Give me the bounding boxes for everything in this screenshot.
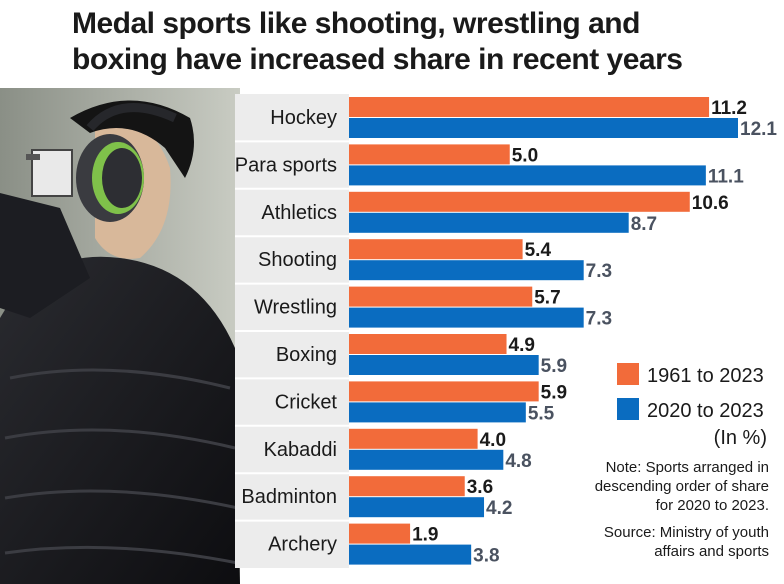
- category-label: Kabaddi: [264, 439, 337, 461]
- bar-2020-2023: [349, 449, 504, 470]
- category-label: Boxing: [276, 344, 337, 366]
- legend-label-1961-2023: 1961 to 2023: [647, 365, 764, 387]
- value-label-2020-2023: 5.5: [528, 403, 555, 424]
- bar-2020-2023: [349, 497, 485, 518]
- bar-2020-2023: [349, 118, 738, 138]
- value-label-2020-2023: 11.1: [708, 166, 744, 187]
- chart-title: Medal sports like shooting, wrestling an…: [72, 6, 772, 78]
- chart-title-line-2: boxing have increased share in recent ye…: [72, 43, 683, 76]
- note-text: Note: Sports arranged in descending orde…: [594, 459, 769, 514]
- value-label-2020-2023: 4.2: [486, 498, 512, 519]
- athlete-photo: [0, 88, 240, 584]
- value-label-1961-2023: 11.2: [711, 98, 747, 119]
- bar-2020-2023: [349, 212, 629, 233]
- value-label-1961-2023: 10.6: [692, 193, 729, 214]
- bar-2020-2023: [349, 355, 539, 375]
- category-label: Hockey: [270, 107, 337, 129]
- bar-1961-2023: [349, 239, 523, 260]
- value-label-1961-2023: 1.9: [412, 525, 438, 546]
- bar-1961-2023: [349, 286, 533, 307]
- value-label-2020-2023: 7.3: [586, 261, 612, 282]
- value-label-2020-2023: 5.9: [541, 356, 567, 377]
- category-label: Badminton: [241, 486, 337, 508]
- bar-2020-2023: [349, 307, 584, 328]
- bar-1961-2023: [349, 144, 510, 165]
- value-label-1961-2023: 5.4: [525, 240, 552, 261]
- unit-label: (In %): [714, 427, 767, 449]
- bar-2020-2023: [349, 165, 706, 186]
- value-label-2020-2023: 7.3: [586, 309, 612, 330]
- source-text: Source: Ministry of youth affairs and sp…: [603, 524, 769, 560]
- bar-1961-2023: [349, 523, 411, 544]
- bar-2020-2023: [349, 402, 526, 423]
- value-label-1961-2023: 3.6: [467, 477, 493, 498]
- category-label: Cricket: [275, 391, 338, 413]
- category-label: Wrestling: [254, 297, 337, 319]
- category-label: Para sports: [235, 154, 337, 176]
- bar-1961-2023: [349, 191, 690, 212]
- category-label: Shooting: [258, 249, 337, 271]
- category-label: Athletics: [261, 202, 337, 224]
- value-label-1961-2023: 4.9: [509, 335, 535, 356]
- bar-2020-2023: [349, 544, 472, 565]
- bar-1961-2023: [349, 381, 539, 402]
- value-label-2020-2023: 12.1: [740, 119, 777, 140]
- bar-2020-2023: [349, 260, 584, 281]
- value-label-1961-2023: 5.0: [512, 145, 538, 166]
- value-label-2020-2023: 8.7: [631, 214, 657, 235]
- bar-1961-2023: [349, 97, 710, 117]
- value-label-2020-2023: 3.8: [473, 546, 499, 567]
- value-label-1961-2023: 5.7: [534, 288, 560, 309]
- notes-block: Note: Sports arranged in descending orde…: [585, 458, 769, 561]
- legend-label-2020-2023: 2020 to 2023: [647, 400, 764, 422]
- legend-swatch-1961-2023: [617, 363, 639, 385]
- bar-1961-2023: [349, 476, 465, 497]
- legend-swatch-2020-2023: [617, 398, 639, 420]
- value-label-1961-2023: 4.0: [480, 430, 506, 451]
- value-label-1961-2023: 5.9: [541, 382, 567, 403]
- value-label-2020-2023: 4.8: [505, 451, 531, 472]
- chart-title-line-1: Medal sports like shooting, wrestling an…: [72, 7, 640, 40]
- bar-1961-2023: [349, 334, 507, 354]
- bar-1961-2023: [349, 428, 478, 449]
- category-label: Archery: [268, 534, 337, 556]
